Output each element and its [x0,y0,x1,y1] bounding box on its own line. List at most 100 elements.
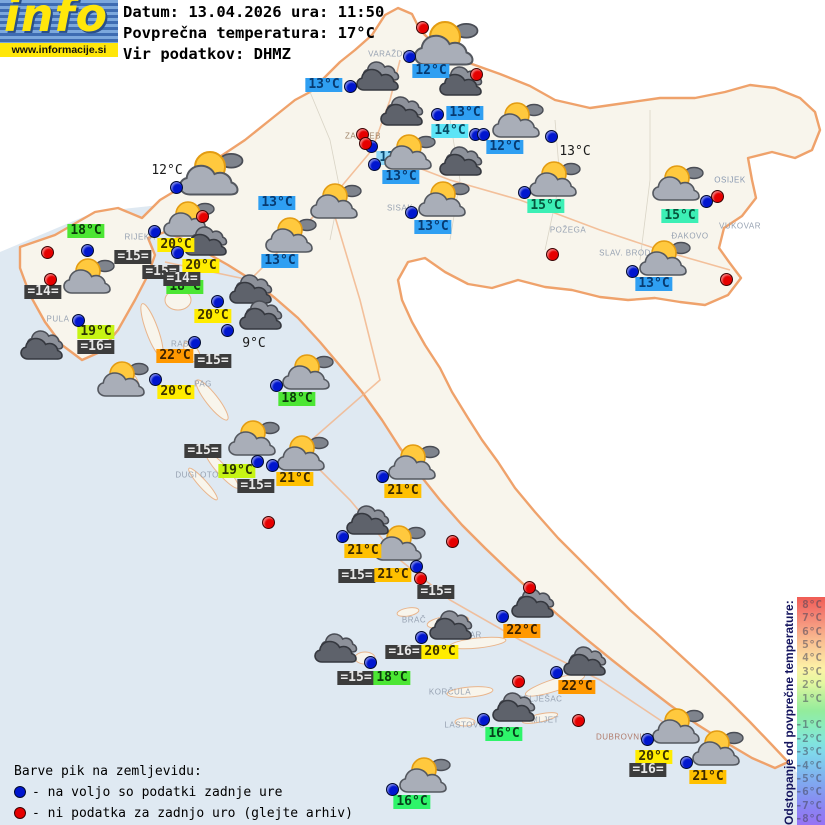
temp-label[interactable]: 15°C [527,199,565,213]
temp-label[interactable]: =15= [417,585,455,599]
temp-label[interactable]: 13°C [446,106,484,120]
station-dot-red[interactable] [414,572,427,585]
temp-label[interactable]: 22°C [156,349,194,363]
station-dot-blue[interactable] [81,244,94,257]
temp-label[interactable]: 18°C [67,224,105,238]
temp-label[interactable]: 12°C [412,64,450,78]
temp-label[interactable]: 20°C [157,385,195,399]
station-dot-blue[interactable] [626,265,639,278]
temp-label[interactable]: =16= [385,645,423,659]
station-dot-blue[interactable] [496,610,509,623]
weather-sun-cloud-icon [60,255,116,301]
station-dot-red[interactable] [196,210,209,223]
station-dot-red[interactable] [546,248,559,261]
temp-label[interactable]: =14= [24,285,62,299]
temp-label[interactable]: 20°C [182,259,220,273]
temp-label[interactable]: =15= [338,569,376,583]
temp-label[interactable]: =16= [77,340,115,354]
station-dot-blue[interactable] [545,130,558,143]
station-dot-blue[interactable] [148,225,161,238]
station-dot-blue[interactable] [386,783,399,796]
temp-label[interactable]: 16°C [393,795,431,809]
temp-label[interactable]: =15= [114,250,152,264]
temp-label[interactable]: 20°C [157,238,195,252]
station-dot-blue[interactable] [376,470,389,483]
station-dot-blue[interactable] [403,50,416,63]
temp-label[interactable]: 18°C [373,671,411,685]
deviation-color-scale [797,597,825,825]
scale-tick: -3°C [795,745,823,759]
temp-label[interactable]: 12°C [486,140,524,154]
temp-label[interactable]: 21°C [374,568,412,582]
temp-label[interactable]: 20°C [635,750,673,764]
temp-label[interactable]: 13°C [305,78,343,92]
station-dot-red[interactable] [446,535,459,548]
logo-url-link[interactable]: www.informacije.si [0,43,118,57]
temp-label[interactable]: =16= [629,763,667,777]
station-dot-blue[interactable] [72,314,85,327]
station-dot-blue[interactable] [266,459,279,472]
station-dot-blue[interactable] [211,295,224,308]
temp-label[interactable]: 21°C [344,544,382,558]
temp-label[interactable]: 14°C [431,124,469,138]
station-dot-red[interactable] [720,273,733,286]
temp-label[interactable]: 21°C [276,472,314,486]
station-dot-blue[interactable] [680,756,693,769]
temp-label[interactable]: 22°C [503,624,541,638]
temp-label[interactable]: =15= [184,444,222,458]
station-dot-blue[interactable] [221,324,234,337]
temp-label[interactable]: 13°C [414,220,452,234]
station-dot-red[interactable] [470,68,483,81]
temp-label[interactable]: 13°C [382,170,420,184]
station-dot-blue[interactable] [477,128,490,141]
station-dot-red[interactable] [41,246,54,259]
station-dot-red[interactable] [523,581,536,594]
station-dot-blue[interactable] [149,373,162,386]
station-dot-blue[interactable] [364,656,377,669]
temp-label[interactable]: 18°C [278,392,316,406]
station-dot-blue[interactable] [188,336,201,349]
temp-label[interactable]: 16°C [485,727,523,741]
station-dot-blue[interactable] [171,246,184,259]
temp-label[interactable]: 13°C [261,254,299,268]
station-dot-blue[interactable] [641,733,654,746]
station-dot-blue[interactable] [550,666,563,679]
station-dot-red[interactable] [359,137,372,150]
temp-label[interactable]: 20°C [421,645,459,659]
station-dot-blue[interactable] [270,379,283,392]
temp-label[interactable]: 21°C [689,770,727,784]
temp-label[interactable]: 15°C [661,209,699,223]
station-dot-blue[interactable] [431,108,444,121]
station-dot-red[interactable] [572,714,585,727]
station-dot-red[interactable] [262,516,275,529]
temp-label[interactable]: =15= [194,354,232,368]
site-logo[interactable]: info www.informacije.si [0,0,118,57]
temp-label[interactable]: 19°C [77,325,115,339]
station-dot-red[interactable] [44,273,57,286]
station-dot-blue[interactable] [477,713,490,726]
temp-label[interactable]: 13°C [258,196,296,210]
temp-label[interactable]: =15= [237,479,275,493]
temp-label[interactable]: 22°C [558,680,596,694]
temp-label[interactable]: 9°C [242,336,266,351]
station-dot-red[interactable] [711,190,724,203]
weather-cloud-icon [312,630,364,670]
station-dot-blue[interactable] [336,530,349,543]
station-dot-blue[interactable] [251,455,264,468]
station-dot-red[interactable] [416,21,429,34]
station-dot-blue[interactable] [344,80,357,93]
station-dot-blue[interactable] [368,158,381,171]
temp-label[interactable]: 20°C [194,309,232,323]
temp-label[interactable]: 19°C [218,464,256,478]
station-dot-blue[interactable] [170,181,183,194]
temp-label[interactable]: 13°C [635,277,673,291]
temp-label[interactable]: =15= [337,671,375,685]
station-dot-blue[interactable] [518,186,531,199]
station-dot-red[interactable] [512,675,525,688]
temp-label[interactable]: 13°C [559,144,591,159]
temp-label[interactable]: 21°C [384,484,422,498]
station-dot-blue[interactable] [405,206,418,219]
temp-label[interactable]: 12°C [151,163,183,178]
station-dot-blue[interactable] [415,631,428,644]
temp-label[interactable]: =14= [163,272,201,286]
